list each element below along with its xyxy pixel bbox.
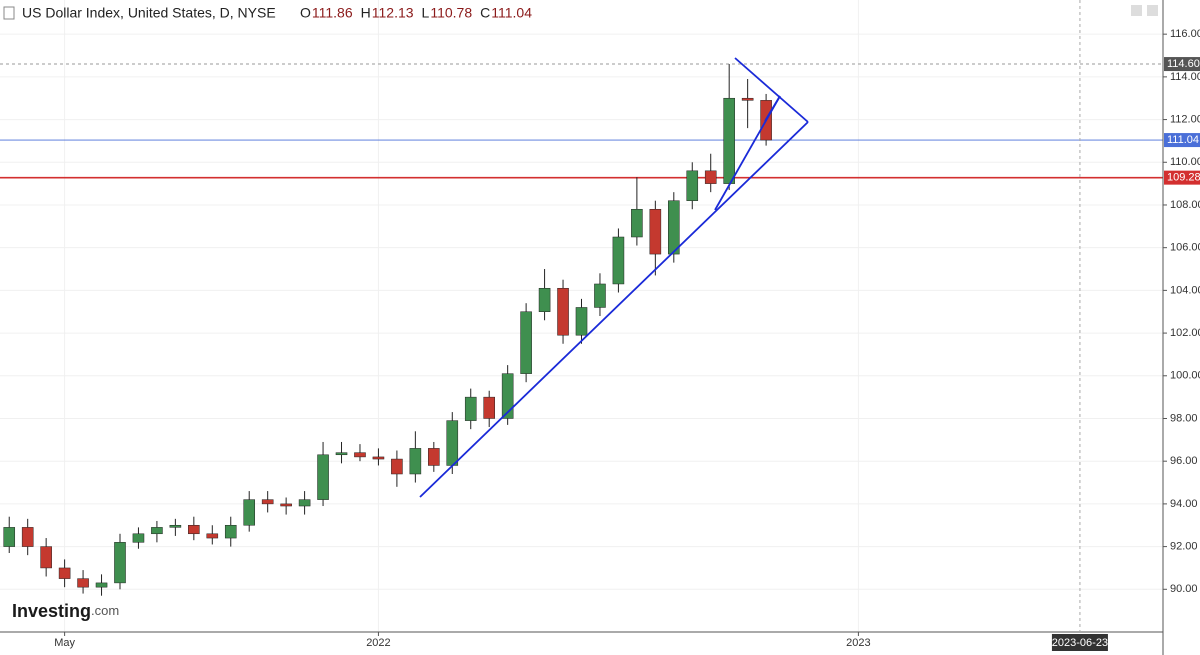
- ohlc-value: 110.78: [430, 5, 472, 21]
- candle-body: [372, 456, 385, 460]
- candle-body: [58, 567, 71, 579]
- candle-body: [668, 200, 680, 255]
- watermark-suffix: .com: [91, 603, 119, 618]
- ohlc-legend: O 111.86 H 112.13 L 110.78 C 111.04: [300, 5, 532, 21]
- candle-body: [612, 236, 625, 285]
- candle-body: [224, 524, 237, 539]
- x-tick-label: 2023: [846, 637, 870, 649]
- candle-body: [317, 454, 329, 500]
- y-tick-label: 98.00: [1170, 412, 1198, 424]
- candle-body: [704, 170, 717, 184]
- candle-body: [261, 499, 274, 505]
- y-tick-label: 108.00: [1170, 199, 1200, 211]
- price-label: 111.04: [1167, 134, 1199, 146]
- y-tick-label: 96.00: [1170, 455, 1198, 467]
- y-tick-label: 114.00: [1170, 71, 1200, 83]
- price-label-box: [1164, 57, 1200, 72]
- candle-body: [686, 170, 699, 201]
- ohlc-label: H: [361, 5, 371, 21]
- candle-body: [409, 448, 422, 475]
- candle-body: [95, 582, 108, 588]
- candle-body: [114, 542, 126, 584]
- candle-body: [3, 527, 16, 547]
- candle-body: [723, 97, 735, 184]
- trend-line: [419, 121, 809, 498]
- price-label-box: [1164, 133, 1200, 148]
- crosshair-label-box: [1051, 634, 1108, 651]
- watermark: Investing.com: [12, 601, 119, 621]
- icon-button[interactable]: [1131, 5, 1142, 16]
- candle-body: [169, 524, 182, 528]
- candle-body: [77, 578, 89, 588]
- x-tick-label: 2022: [366, 637, 390, 649]
- ohlc-value: 112.13: [372, 5, 414, 21]
- candle-body: [538, 287, 551, 312]
- candle-body: [243, 499, 256, 526]
- candle-body: [40, 546, 52, 569]
- axes: 90.00 92.00 94.00 96.00 98.00 100.00 102.00 104…: [54, 28, 1200, 651]
- candle-body: [354, 452, 366, 458]
- candle-body: [741, 97, 754, 101]
- ohlc-value: 111.86: [312, 5, 353, 21]
- ohlc-label: C: [480, 5, 490, 21]
- candle-body: [335, 452, 348, 456]
- y-tick-label: 110.00: [1170, 156, 1200, 168]
- y-tick-label: 106.00: [1170, 242, 1200, 254]
- candle-body: [21, 527, 34, 547]
- ohlc-label: L: [422, 5, 430, 21]
- crosshair-label: 2023-06-23: [1052, 637, 1108, 649]
- ohlc-label: O: [300, 5, 311, 21]
- candle-body: [464, 396, 477, 421]
- watermark-main: Investing: [12, 601, 91, 621]
- candle-body: [391, 458, 403, 475]
- y-tick-label: 92.00: [1170, 541, 1198, 553]
- candle-body: [151, 527, 163, 535]
- candle-body: [280, 503, 292, 507]
- candle-body: [649, 208, 662, 255]
- y-tick-label: 112.00: [1170, 113, 1200, 125]
- candle-body: [575, 307, 588, 336]
- y-tick-label: 102.00: [1170, 327, 1200, 339]
- trend-line: [734, 57, 809, 123]
- candle-body: [557, 287, 569, 336]
- x-tick-label: May: [54, 637, 75, 649]
- candle-body: [483, 396, 495, 419]
- y-tick-label: 116.00: [1170, 28, 1200, 40]
- candles: [3, 64, 772, 596]
- candle-body: [631, 208, 643, 238]
- chart-title: US Dollar Index, United States, D, NYSE: [22, 5, 276, 21]
- y-tick-label: 94.00: [1170, 498, 1198, 510]
- collapse-icon[interactable]: [3, 6, 15, 20]
- candle-body: [446, 420, 459, 466]
- trend-line: [764, 95, 781, 122]
- candle-body: [501, 373, 514, 419]
- price-label: 109.28: [1167, 172, 1200, 184]
- ohlc-value: 111.04: [491, 5, 532, 21]
- y-tick-label: 90.00: [1170, 583, 1198, 595]
- candle-body: [428, 448, 440, 466]
- grid: [0, 0, 1163, 632]
- candle-body: [594, 283, 606, 308]
- candle-body: [298, 499, 311, 507]
- candle-body: [188, 524, 200, 535]
- candle-body: [520, 311, 532, 374]
- y-tick-label: 100.00: [1170, 370, 1200, 382]
- candle-body: [206, 533, 219, 539]
- icon-button[interactable]: [1147, 5, 1158, 16]
- price-label-box: [1164, 170, 1200, 185]
- price-label: 114.60: [1167, 58, 1200, 70]
- candle-body: [132, 533, 145, 543]
- trend-lines: [419, 57, 809, 498]
- y-tick-label: 104.00: [1170, 284, 1200, 296]
